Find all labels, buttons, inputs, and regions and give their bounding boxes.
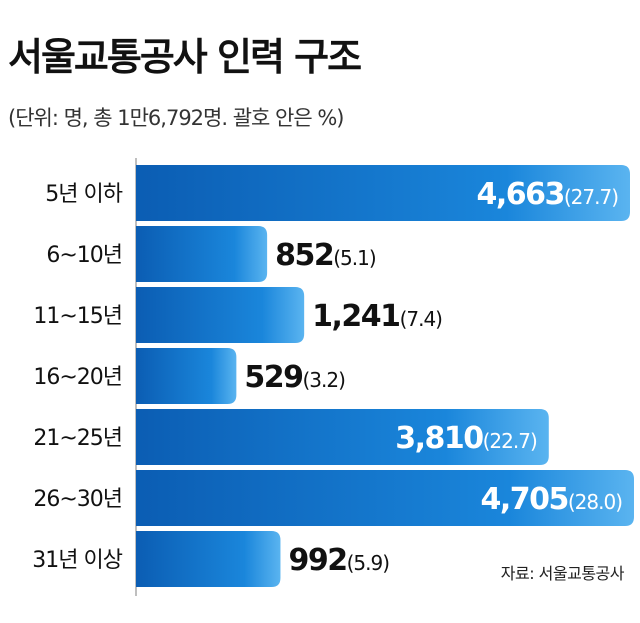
data-label: 4,663(27.7): [476, 177, 618, 212]
chart-subtitle: (단위: 명, 총 1만6,792명. 괄호 안은 %): [8, 106, 344, 130]
data-label: 529(3.2): [244, 360, 345, 395]
chart-title: 서울교통공사 인력 구조: [8, 35, 362, 79]
bar: [136, 348, 237, 404]
value-label: 529: [244, 360, 302, 395]
percent-label: (5.1): [333, 246, 376, 270]
data-label: 992(5.9): [288, 543, 389, 578]
data-label: 4,705(28.0): [480, 482, 622, 517]
bar: [136, 531, 281, 587]
data-label: 852(5.1): [275, 238, 376, 273]
category-label: 5년 이하: [45, 182, 122, 207]
source-note: 자료: 서울교통공사: [500, 564, 625, 583]
category-label: 11~15년: [33, 304, 122, 329]
percent-label: (7.4): [400, 307, 443, 331]
percent-label: (3.2): [302, 368, 345, 392]
percent-label: (27.7): [564, 185, 618, 209]
percent-label: (28.0): [568, 490, 622, 514]
category-label: 26~30년: [33, 487, 122, 512]
data-label: 1,241(7.4): [312, 299, 442, 334]
category-label: 16~20년: [33, 365, 122, 390]
bar: [136, 409, 549, 465]
category-label: 6~10년: [46, 243, 122, 268]
bar: [136, 165, 631, 221]
value-label: 3,810: [395, 421, 483, 456]
bar: [136, 470, 634, 526]
value-label: 992: [288, 543, 346, 578]
value-label: 1,241: [312, 299, 399, 334]
value-label: 852: [275, 238, 333, 273]
percent-label: (5.9): [347, 551, 390, 575]
category-label: 31년 이상: [32, 548, 122, 573]
percent-label: (22.7): [483, 429, 537, 453]
value-label: 4,705: [480, 482, 567, 517]
data-label: 3,810(22.7): [395, 421, 537, 456]
bar: [136, 287, 305, 343]
bar: [136, 226, 268, 282]
category-label: 21~25년: [33, 426, 122, 451]
value-label: 4,663: [476, 177, 563, 212]
